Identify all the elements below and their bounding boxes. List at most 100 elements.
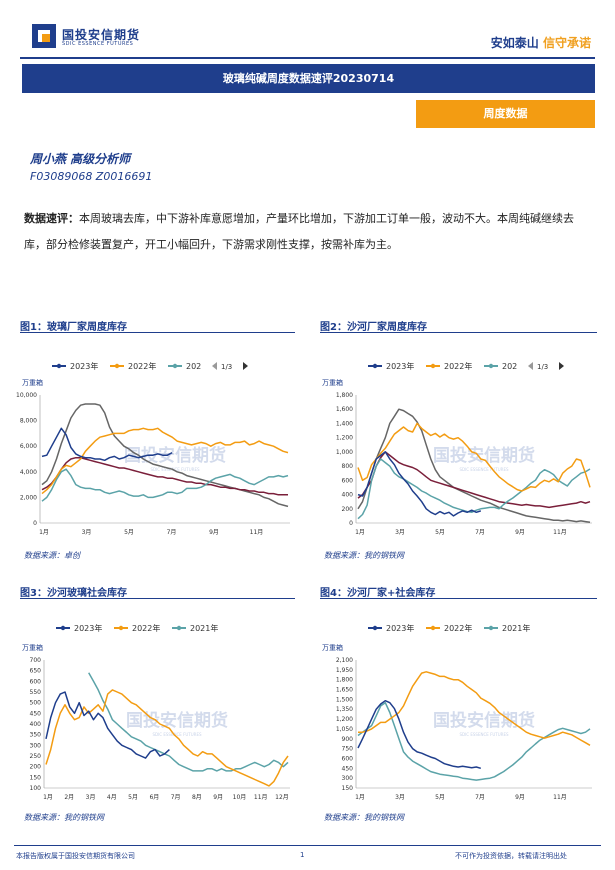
y-tick-label: 1,950 [336,667,353,674]
x-tick-label: 9月 [515,794,525,801]
legend-item: 2021年 [172,623,218,633]
legend-item: 2022年 [110,361,156,371]
slogan-part-b: 信守承诺 [542,36,591,50]
y-tick-label: 900 [342,736,354,743]
legend-item: 2023年 [368,361,414,371]
review-paragraph: 数据速评：本周玻璃去库，中下游补库意愿增加，产量环比增加，下游加工订单一般，波动… [24,206,592,258]
logo-mark-icon [32,24,56,48]
y-tick-label: 800 [342,463,354,470]
y-tick-label: 1,200 [336,716,353,723]
figure-2-title: 图2：沙河厂家周度库存 [320,322,427,333]
y-tick-label: 200 [342,506,354,513]
y-tick-label: 150 [342,785,354,792]
svg-text:2021年: 2021年 [190,623,218,633]
x-tick-label: 1月 [39,529,49,536]
watermark-text-en: SDIC ESSENCE FUTURES [152,732,201,737]
y-tick-label: 350 [30,732,42,739]
x-tick-label: 11月 [250,529,264,536]
x-tick-label: 11月 [553,794,567,801]
svg-text:2023年: 2023年 [70,361,98,371]
figure-1-title: 图1：玻璃厂家周度库存 [20,322,127,333]
legend-item: 2023年 [52,361,98,371]
y-tick-label: 200 [30,764,42,771]
footer-page-number: 1 [300,851,305,859]
report-title: 玻璃纯碱周度数据速评20230714 [22,64,595,93]
x-tick-label: 5月 [128,794,138,801]
y-tick-label: 250 [30,753,42,760]
x-tick-label: 9月 [209,529,219,536]
y-tick-label: 400 [342,492,354,499]
author-ids: F03089068 Z0016691 [30,170,153,183]
y-tick-label: 150 [30,774,42,781]
svg-text:2023年: 2023年 [386,623,414,633]
y-tick-label: 1,200 [336,435,353,442]
figure-1-rule [20,332,295,333]
watermark-text: 国投安信期货 [124,445,226,466]
y-tick-label: 6,000 [20,443,37,450]
x-tick-label: 11月 [553,529,567,536]
watermark-text: 国投安信期货 [126,710,228,731]
legend-item: 2021年 [484,623,530,633]
svg-text:202: 202 [186,362,201,371]
y-axis-label: 万重箱 [22,378,43,387]
y-tick-label: 2,000 [20,494,37,501]
svg-text:2022年: 2022年 [444,361,472,371]
svg-text:2022年: 2022年 [128,361,156,371]
watermark-text: 国投安信期货 [433,710,535,731]
figure-2-rule [320,332,597,333]
footer-divider [14,845,601,846]
series-line-gray [357,408,591,524]
y-tick-label: 0 [349,520,353,527]
legend-item: 2022年 [426,623,472,633]
y-tick-label: 300 [342,775,354,782]
svg-text:2023年: 2023年 [386,361,414,371]
review-text: 本周玻璃去库，中下游补库意愿增加，产量环比增加，下游加工订单一般，波动不大。本周… [24,212,574,251]
series-line-maroon [41,456,288,496]
y-tick-label: 600 [342,477,354,484]
figure-4-source: 数据来源：我的钢铁网 [324,813,404,822]
header-divider [20,57,595,59]
series-line-orange [41,427,289,495]
y-tick-label: 1,600 [336,406,353,413]
legend-item: 202 [484,362,517,371]
x-tick-label: 12月 [275,794,289,801]
y-tick-label: 100 [30,785,42,792]
y-tick-label: 1,000 [336,449,353,456]
legend-item: 2022年 [114,623,160,633]
x-tick-label: 3月 [395,794,405,801]
y-axis-label: 万重箱 [322,643,343,652]
slogan: 安如泰山 信守承诺 [491,34,591,51]
y-tick-label: 550 [30,689,42,696]
watermark-text: 国投安信期货 [433,445,535,466]
figure-4-rule [320,598,597,599]
svg-text:2023年: 2023年 [74,623,102,633]
y-tick-label: 10,000 [16,392,37,399]
figure-2-source: 数据来源：我的钢铁网 [324,551,404,560]
svg-text:1/3: 1/3 [221,363,232,371]
y-tick-label: 4,000 [20,469,37,476]
logo-chinese: 国投安信期货 [62,28,141,42]
x-tick-label: 3月 [395,529,405,536]
x-tick-label: 7月 [171,794,181,801]
figure-3-title: 图3：沙河玻璃社会库存 [20,588,127,599]
legend-item: 2022年 [426,361,472,371]
footer-copyright: 本报告版权属于国投安信期货有限公司 [16,852,135,860]
svg-text:2022年: 2022年 [444,623,472,633]
y-tick-label: 8,000 [20,418,37,425]
x-tick-label: 4月 [107,794,117,801]
y-tick-label: 600 [342,755,354,762]
slogan-part-a: 安如泰山 [490,36,539,50]
y-tick-label: 500 [30,700,42,707]
series-line-orange [45,689,289,787]
y-tick-label: 1,650 [336,687,353,694]
y-tick-label: 1,500 [336,696,353,703]
x-tick-label: 10月 [233,794,247,801]
series-line-navy [357,699,482,770]
watermark-text-en: SDIC ESSENCE FUTURES [459,467,508,472]
x-tick-label: 3月 [86,794,96,801]
y-tick-label: 1,800 [336,392,353,399]
svg-text:2022年: 2022年 [132,623,160,633]
series-line-navy [41,427,173,462]
